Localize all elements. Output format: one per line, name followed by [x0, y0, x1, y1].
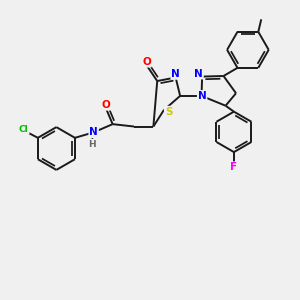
- Text: N: N: [194, 69, 203, 79]
- Text: N: N: [171, 69, 180, 79]
- Text: N: N: [89, 127, 98, 137]
- Text: S: S: [165, 107, 172, 117]
- Text: N: N: [198, 91, 206, 101]
- Text: O: O: [142, 57, 151, 67]
- Text: Cl: Cl: [19, 125, 29, 134]
- Text: F: F: [230, 162, 238, 172]
- Text: O: O: [101, 100, 110, 110]
- Text: H: H: [88, 140, 96, 148]
